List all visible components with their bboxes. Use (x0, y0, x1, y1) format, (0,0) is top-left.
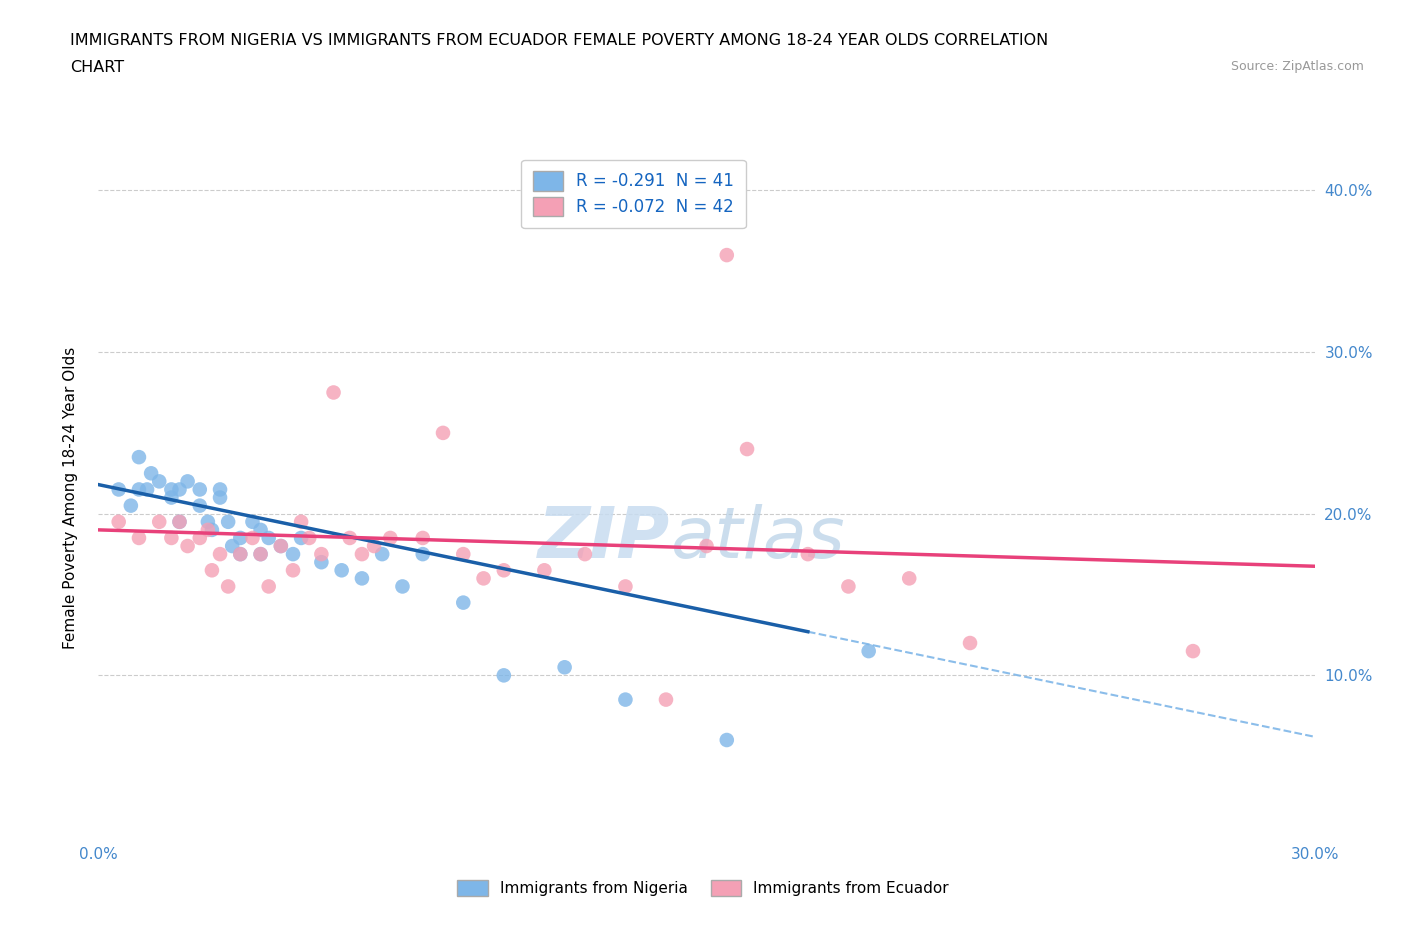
Point (107, 514, 129, 529)
Point (257, 579, 280, 594)
Point (330, 563, 353, 578)
Text: IMMIGRANTS FROM NIGERIA VS IMMIGRANTS FROM ECUADOR FEMALE POVERTY AMONG 18-24 YE: IMMIGRANTS FROM NIGERIA VS IMMIGRANTS FR… (70, 33, 1049, 47)
Point (371, 547, 394, 562)
Point (160, 490, 183, 505)
Point (176, 474, 198, 489)
Point (188, 498, 211, 513)
Point (209, 482, 232, 497)
Point (735, 442, 758, 457)
Text: ZIP: ZIP (537, 504, 671, 573)
Point (148, 514, 170, 529)
Point (229, 530, 252, 545)
Point (363, 538, 385, 553)
Point (221, 538, 243, 553)
Point (249, 547, 271, 562)
Point (217, 579, 239, 594)
Point (107, 482, 129, 497)
Point (1182, 644, 1205, 658)
Point (614, 579, 637, 594)
Point (298, 530, 321, 545)
Point (128, 530, 150, 545)
Point (574, 547, 596, 562)
Point (492, 668, 515, 683)
Point (858, 644, 880, 658)
Point (533, 563, 555, 578)
Point (160, 482, 183, 497)
Point (270, 538, 292, 553)
Point (554, 660, 576, 675)
Point (229, 547, 252, 562)
Text: Source: ZipAtlas.com: Source: ZipAtlas.com (1230, 60, 1364, 73)
Point (128, 482, 150, 497)
Point (229, 547, 252, 562)
Legend: R = -0.291  N = 41, R = -0.072  N = 42: R = -0.291 N = 41, R = -0.072 N = 42 (522, 160, 745, 228)
Point (257, 530, 280, 545)
Point (160, 530, 183, 545)
Point (716, 733, 738, 748)
Point (217, 514, 239, 529)
Point (453, 547, 475, 562)
Point (837, 579, 859, 594)
Point (197, 514, 219, 529)
Point (311, 555, 333, 570)
Point (311, 547, 333, 562)
Point (492, 563, 515, 578)
Point (242, 514, 264, 529)
Point (169, 514, 191, 529)
Legend: Immigrants from Nigeria, Immigrants from Ecuador: Immigrants from Nigeria, Immigrants from… (450, 872, 956, 904)
Point (959, 635, 981, 650)
Point (209, 547, 232, 562)
Point (472, 571, 495, 586)
Point (322, 385, 344, 400)
Point (412, 530, 434, 545)
Y-axis label: Female Poverty Among 18-24 Year Olds: Female Poverty Among 18-24 Year Olds (63, 347, 77, 649)
Point (391, 579, 413, 594)
Point (270, 538, 292, 553)
Point (281, 547, 304, 562)
Point (350, 547, 373, 562)
Text: atlas: atlas (671, 504, 845, 573)
Point (453, 595, 475, 610)
Point (188, 482, 211, 497)
Point (380, 530, 402, 545)
Point (242, 530, 264, 545)
Point (128, 450, 150, 465)
Point (655, 692, 678, 707)
Point (339, 530, 361, 545)
Point (249, 547, 271, 562)
Point (209, 490, 232, 505)
Text: CHART: CHART (70, 60, 124, 75)
Point (350, 571, 373, 586)
Point (169, 514, 191, 529)
Point (290, 530, 312, 545)
Point (797, 547, 820, 562)
Point (412, 547, 434, 562)
Point (176, 538, 198, 553)
Point (188, 530, 211, 545)
Point (136, 482, 159, 497)
Point (432, 425, 454, 440)
Point (716, 247, 738, 262)
Point (197, 523, 219, 538)
Point (696, 538, 718, 553)
Point (139, 466, 162, 481)
Point (249, 523, 271, 538)
Point (201, 523, 224, 538)
Point (201, 563, 224, 578)
Point (281, 563, 304, 578)
Point (290, 514, 312, 529)
Point (169, 482, 191, 497)
Point (120, 498, 142, 513)
Point (148, 474, 170, 489)
Point (898, 571, 921, 586)
Point (614, 692, 637, 707)
